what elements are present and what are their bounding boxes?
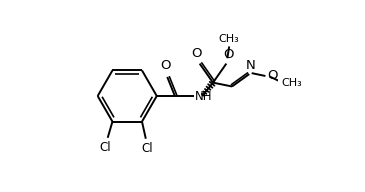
Text: O: O: [223, 48, 234, 61]
Text: N: N: [246, 59, 256, 72]
Text: CH₃: CH₃: [219, 34, 239, 44]
Text: O: O: [161, 59, 171, 72]
Text: O: O: [267, 69, 277, 82]
Text: CH₃: CH₃: [282, 78, 302, 88]
Text: O: O: [192, 47, 202, 60]
Text: Cl: Cl: [141, 142, 153, 155]
Text: NH: NH: [195, 90, 212, 103]
Text: Cl: Cl: [99, 141, 111, 154]
